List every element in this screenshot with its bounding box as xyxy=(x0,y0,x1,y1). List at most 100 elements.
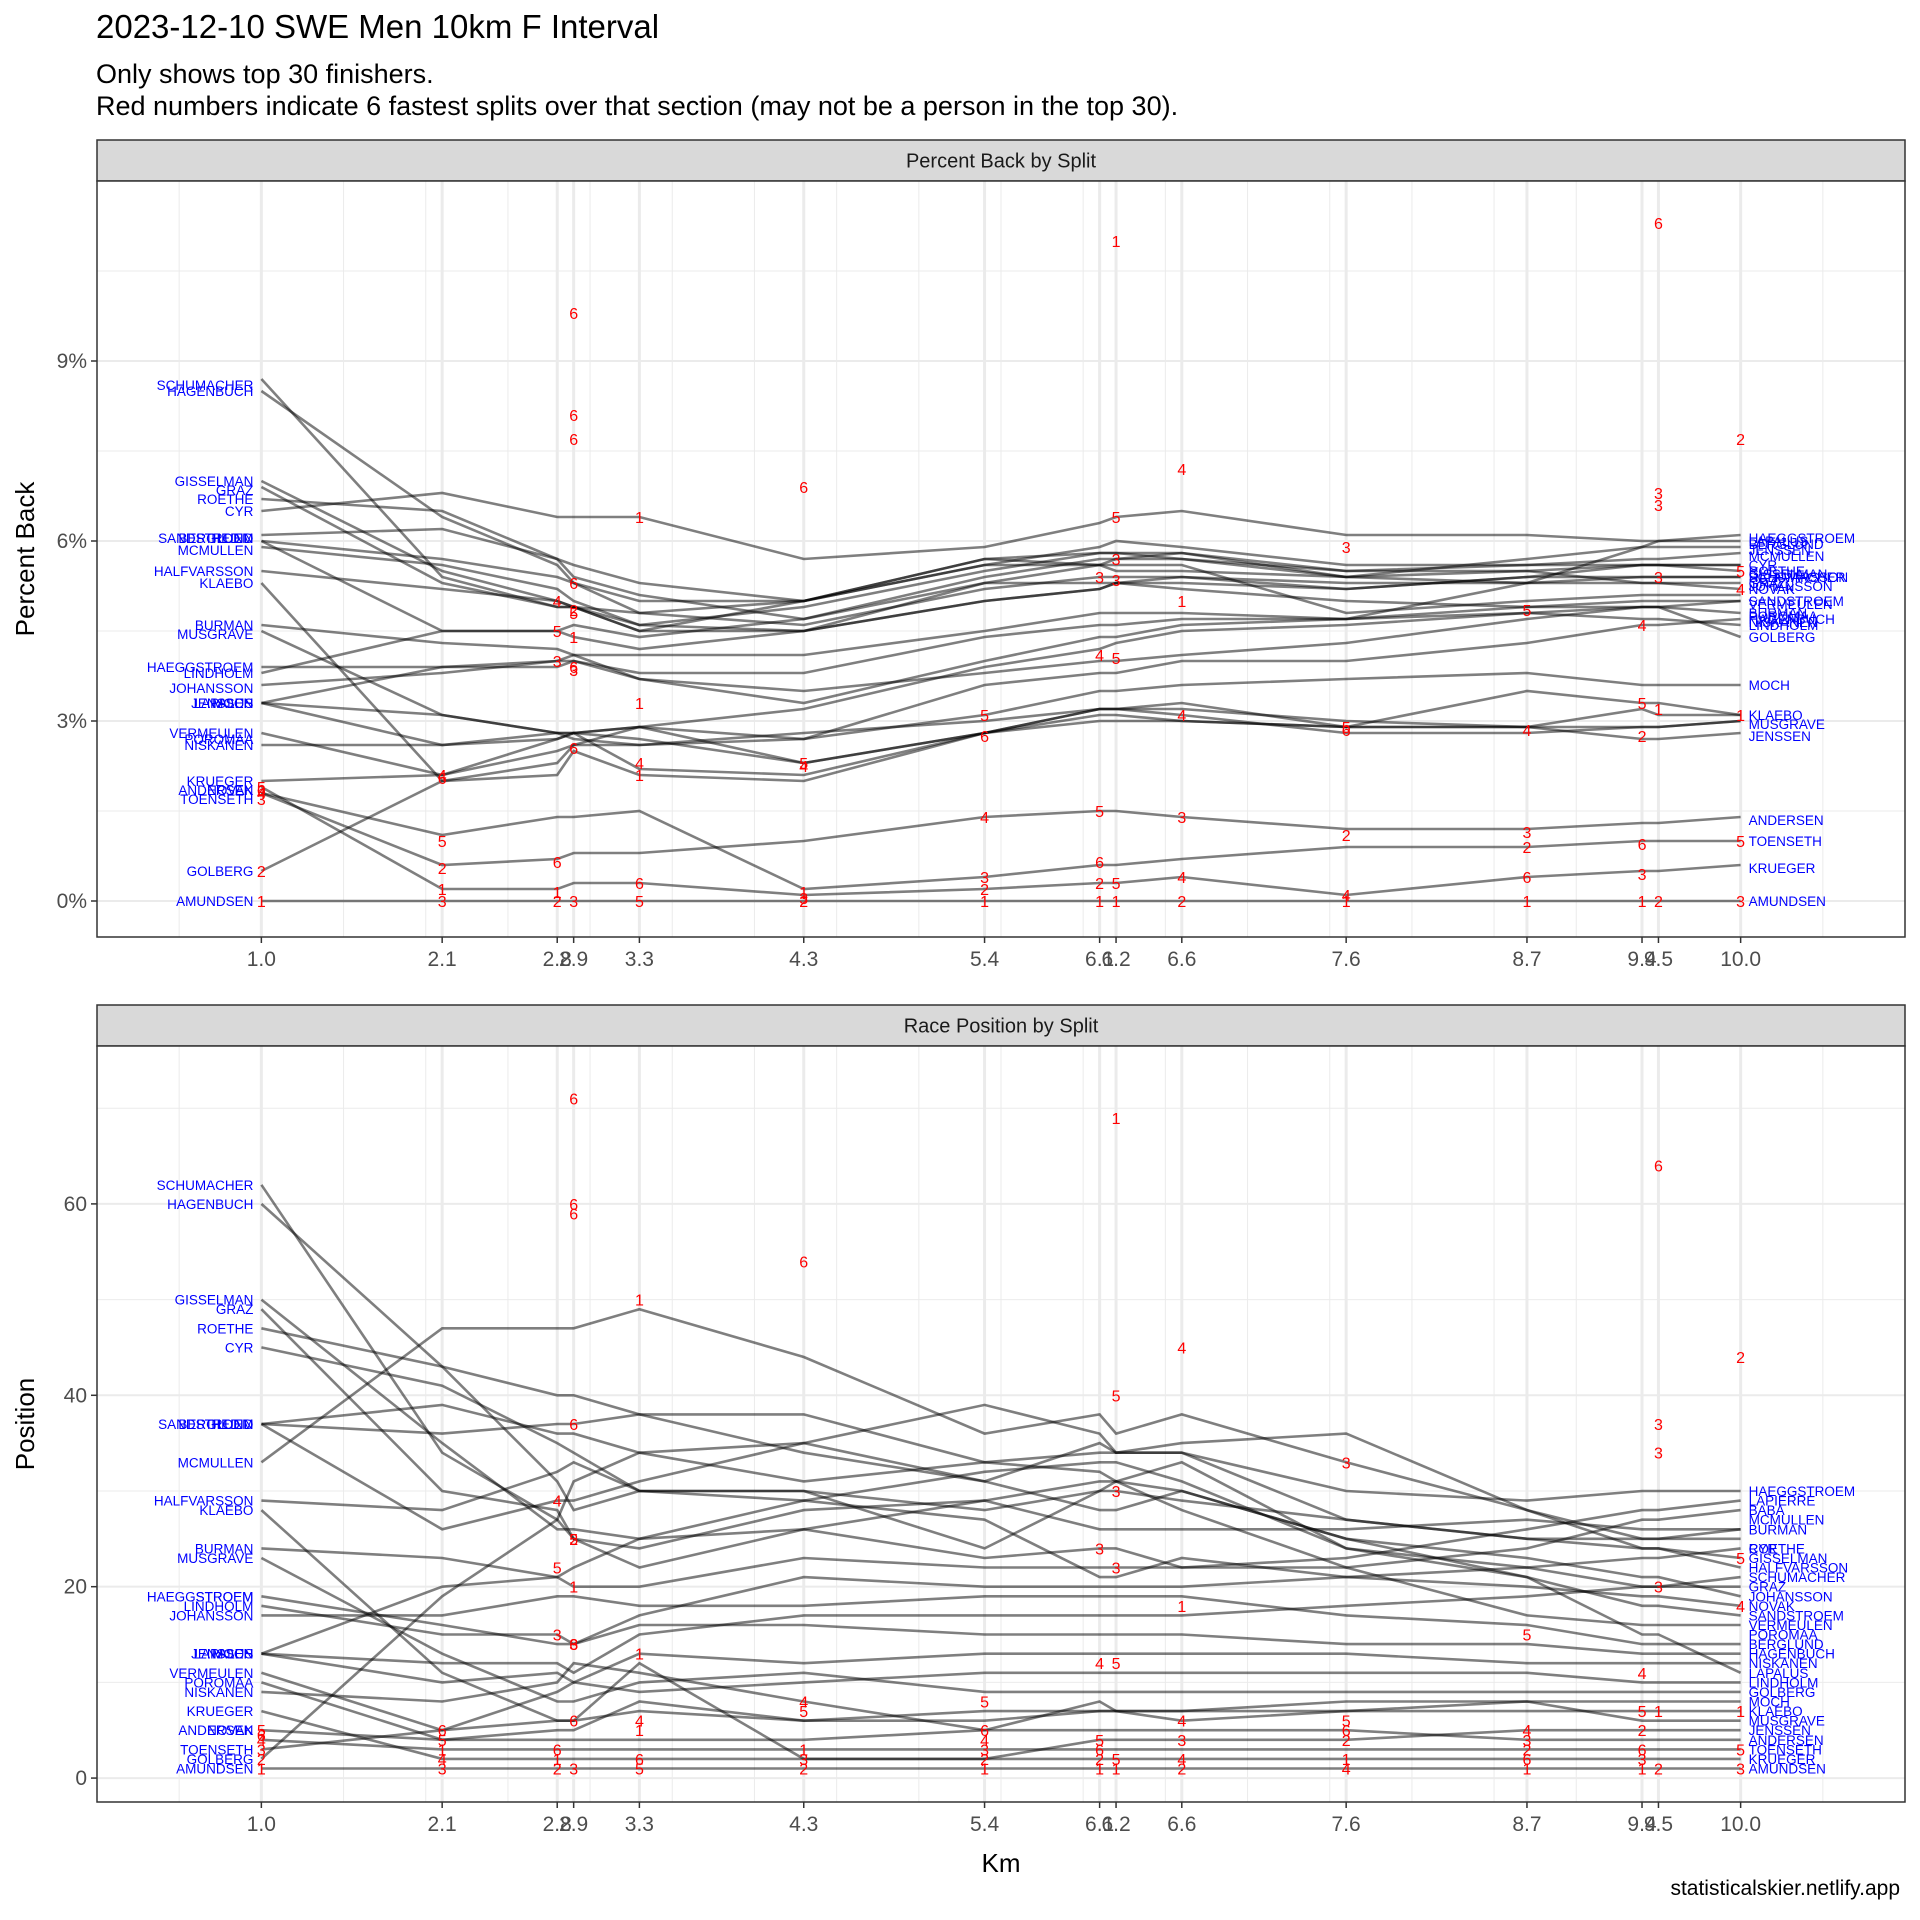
start-label: GOLBERG xyxy=(187,1752,254,1767)
end-label: LAPIERRE xyxy=(1749,1494,1816,1509)
split-rank-mark: 4 xyxy=(1523,723,1532,740)
start-label: HALFVARSSON xyxy=(154,1494,254,1509)
split-rank-mark: 3 xyxy=(553,654,562,671)
start-label: GRAZ xyxy=(216,1302,254,1317)
split-rank-mark: 1 xyxy=(257,894,266,911)
start-label: KLAEBO xyxy=(199,1503,253,1518)
split-rank-mark: 5 xyxy=(1112,510,1121,527)
split-rank-mark: 1 xyxy=(1112,1111,1121,1128)
split-rank-mark: 6 xyxy=(1638,1742,1647,1759)
start-label: LINDHOLM xyxy=(184,666,254,681)
start-label: GRAZ xyxy=(216,483,254,498)
start-label: MCMULLEN xyxy=(178,543,254,558)
split-rank-mark: 1 xyxy=(1112,1762,1121,1779)
start-label: NOVAK xyxy=(207,1723,253,1738)
split-rank-mark: 4 xyxy=(438,1752,447,1769)
end-label: SANDSTROEM xyxy=(1749,594,1844,609)
facet-strip-label: Percent Back by Split xyxy=(906,151,1097,173)
start-label: HAGENBUCH xyxy=(167,384,253,399)
series-line-lapalus xyxy=(261,1652,1741,1684)
end-label: ANDERSEN xyxy=(1749,1733,1824,1748)
start-label: NISKANEN xyxy=(184,738,253,753)
split-rank-mark: 6 xyxy=(553,1742,562,1759)
end-label: GRAZ xyxy=(1749,576,1787,591)
y-axis-title: Percent Back xyxy=(10,481,40,637)
y-tick-label: 6% xyxy=(57,530,87,553)
start-label: KRUEGER xyxy=(187,1704,254,1719)
split-rank-mark: 4 xyxy=(1523,1723,1532,1740)
split-rank-mark: 3 xyxy=(1736,1762,1745,1779)
start-label: TOENSETH xyxy=(180,792,253,807)
end-label: VERMEULEN xyxy=(1749,597,1833,612)
split-rank-mark: 4 xyxy=(980,810,989,827)
split-rank-mark: 5 xyxy=(635,894,644,911)
series-line-schumacher xyxy=(260,1184,1741,1627)
x-tick-label: 3.3 xyxy=(625,1813,654,1836)
split-rank-mark: 3 xyxy=(1654,1580,1663,1597)
split-rank-mark: 5 xyxy=(1342,1714,1351,1731)
split-rank-mark: 5 xyxy=(635,1762,644,1779)
split-rank-mark: 2 xyxy=(553,1762,562,1779)
x-tick-label: 2.9 xyxy=(559,948,588,971)
end-label: JENSSEN xyxy=(1749,729,1811,744)
split-rank-mark: 2 xyxy=(1523,840,1532,857)
split-rank-mark: 4 xyxy=(799,759,808,776)
y-tick-label: 40 xyxy=(64,1384,87,1407)
split-rank-mark: 5 xyxy=(438,1733,447,1750)
split-rank-mark: 4 xyxy=(635,1714,644,1731)
split-rank-mark: 6 xyxy=(257,1728,266,1745)
series-line-krueger xyxy=(261,671,1741,783)
series-line-golberg xyxy=(260,605,1742,873)
split-rank-mark: 6 xyxy=(1342,723,1351,740)
split-rank-mark: 6 xyxy=(1654,1159,1663,1176)
end-label: MOCH xyxy=(1749,678,1790,693)
start-label: TOENSETH xyxy=(180,1742,253,1757)
end-label: KLAEBO xyxy=(1749,1704,1803,1719)
end-label: GOLBERG xyxy=(1749,630,1816,645)
split-rank-mark: 5 xyxy=(1638,1704,1647,1721)
start-label: MOCH xyxy=(212,1647,253,1662)
split-rank-mark: 6 xyxy=(1523,870,1532,887)
x-tick-label: 7.6 xyxy=(1332,948,1361,971)
start-label: KLAEBO xyxy=(199,576,253,591)
split-rank-mark: 5 xyxy=(1112,876,1121,893)
start-label: GISSELMAN xyxy=(175,474,254,489)
split-rank-mark: 1 xyxy=(635,696,644,713)
start-label: HEDIN xyxy=(211,531,253,546)
split-rank-mark: 6 xyxy=(569,576,578,593)
split-rank-mark: 3 xyxy=(1112,573,1121,590)
series-line-haeggstroem xyxy=(261,1547,1741,1646)
split-rank-mark: 5 xyxy=(257,780,266,797)
end-label: BURMAN xyxy=(1749,1522,1808,1537)
start-label: MUSGRAVE xyxy=(177,1551,253,1566)
x-tick-label: 1.0 xyxy=(247,948,276,971)
split-rank-mark: 3 xyxy=(1736,894,1745,911)
series-line-johansson xyxy=(261,599,1741,687)
split-rank-mark: 3 xyxy=(1654,1446,1663,1463)
end-label: LAPALUS xyxy=(1749,1666,1809,1681)
split-rank-mark: 2 xyxy=(1654,894,1663,911)
split-rank-mark: 6 xyxy=(1638,837,1647,854)
end-label: MUSGRAVE xyxy=(1749,1714,1825,1729)
series-line-johansson xyxy=(261,1595,1741,1646)
split-rank-mark: 1 xyxy=(1654,702,1663,719)
start-label: HAEGGSTROEM xyxy=(147,1589,254,1604)
split-rank-mark: 1 xyxy=(438,1742,447,1759)
split-rank-mark: 6 xyxy=(569,660,578,677)
split-rank-mark: 6 xyxy=(569,408,578,425)
end-label: LAPALUS xyxy=(1749,534,1809,549)
split-rank-mark: 3 xyxy=(1654,486,1663,503)
split-rank-mark: 2 xyxy=(1736,1350,1745,1367)
start-label: VERMEULEN xyxy=(169,726,253,741)
chart-subtitle: Only shows top 30 finishers. Red numbers… xyxy=(96,58,1178,122)
split-rank-mark: 5 xyxy=(799,756,808,773)
start-label: BERGLUND xyxy=(178,531,253,546)
split-rank-mark: 1 xyxy=(635,768,644,785)
plot-border xyxy=(96,1045,1906,1803)
start-label: ANDERSEN xyxy=(178,1723,253,1738)
series-line-klaebo xyxy=(260,582,1741,783)
split-rank-mark: 6 xyxy=(1523,1752,1532,1769)
end-label: TOENSETH xyxy=(1749,834,1822,849)
start-label: SANDSTROEM xyxy=(158,531,253,546)
